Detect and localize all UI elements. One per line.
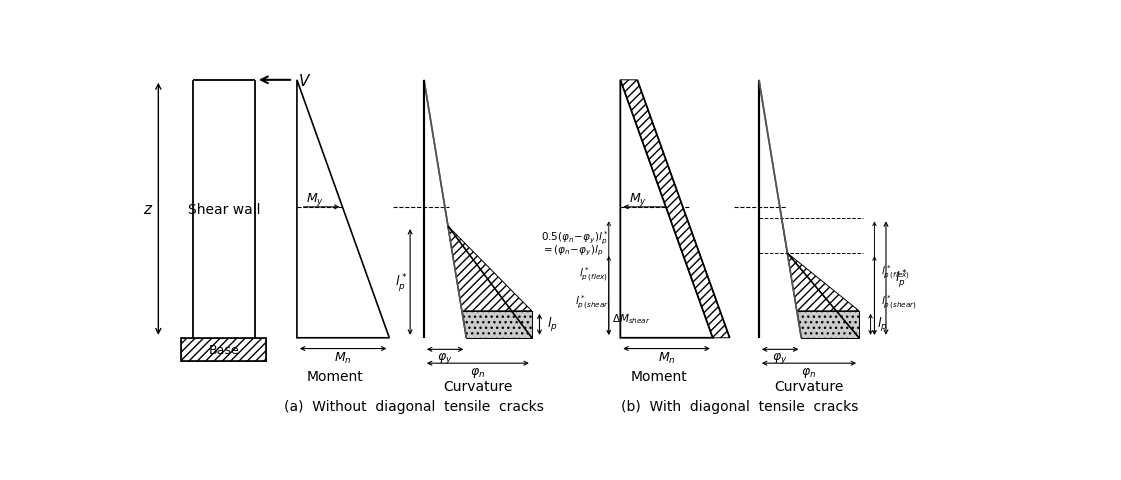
Text: $l_{p\,(shear)}^*$: $l_{p\,(shear)}^*$ [881,293,917,311]
Text: $V$: $V$ [298,72,312,89]
Text: Shear wall: Shear wall [187,203,260,216]
Text: $\Delta M_{shear}$: $\Delta M_{shear}$ [612,312,650,326]
Text: Curvature: Curvature [443,379,512,393]
Text: Moment: Moment [307,370,364,384]
Polygon shape [797,311,859,338]
Text: $M_n$: $M_n$ [334,350,352,365]
Text: $l_p^*$: $l_p^*$ [395,271,407,293]
Text: $= (\varphi_n\!-\!\varphi_y)l_p$: $= (\varphi_n\!-\!\varphi_y)l_p$ [541,243,603,258]
Text: $l_p^*$: $l_p^*$ [896,267,908,289]
Polygon shape [787,253,859,311]
Text: $M_n$: $M_n$ [658,350,675,365]
Text: $l_{p\,(flex)}^*$: $l_{p\,(flex)}^*$ [578,265,608,284]
Text: $M_y$: $M_y$ [630,191,648,207]
Text: $\varphi_y$: $\varphi_y$ [772,350,788,366]
Text: Base: Base [209,343,239,356]
Text: $l_p$: $l_p$ [877,316,888,334]
Text: $\varphi_y$: $\varphi_y$ [437,350,453,366]
Text: Moment: Moment [630,370,687,384]
Polygon shape [297,81,389,338]
Text: (b)  With  diagonal  tensile  cracks: (b) With diagonal tensile cracks [621,399,859,413]
Bar [182,338,266,361]
Text: (a)  Without  diagonal  tensile  cracks: (a) Without diagonal tensile cracks [285,399,545,413]
Text: $z$: $z$ [143,202,154,217]
Bar [182,338,266,361]
Text: $\varphi_n$: $\varphi_n$ [802,365,816,379]
Text: $l_{p\,(flex)}^*$: $l_{p\,(flex)}^*$ [881,263,910,282]
Text: $M_y$: $M_y$ [306,191,324,207]
Text: $0.5(\varphi_n\!-\!\varphi_y)l_p^*$: $0.5(\varphi_n\!-\!\varphi_y)l_p^*$ [541,229,609,247]
Polygon shape [448,227,531,311]
Text: $l_{p\,(shear)}^*$: $l_{p\,(shear)}^*$ [575,293,611,311]
Text: $l_p$: $l_p$ [547,316,558,334]
Polygon shape [462,311,531,338]
Text: Curvature: Curvature [775,379,844,393]
Polygon shape [620,81,730,338]
Text: $\varphi_n$: $\varphi_n$ [471,365,485,379]
